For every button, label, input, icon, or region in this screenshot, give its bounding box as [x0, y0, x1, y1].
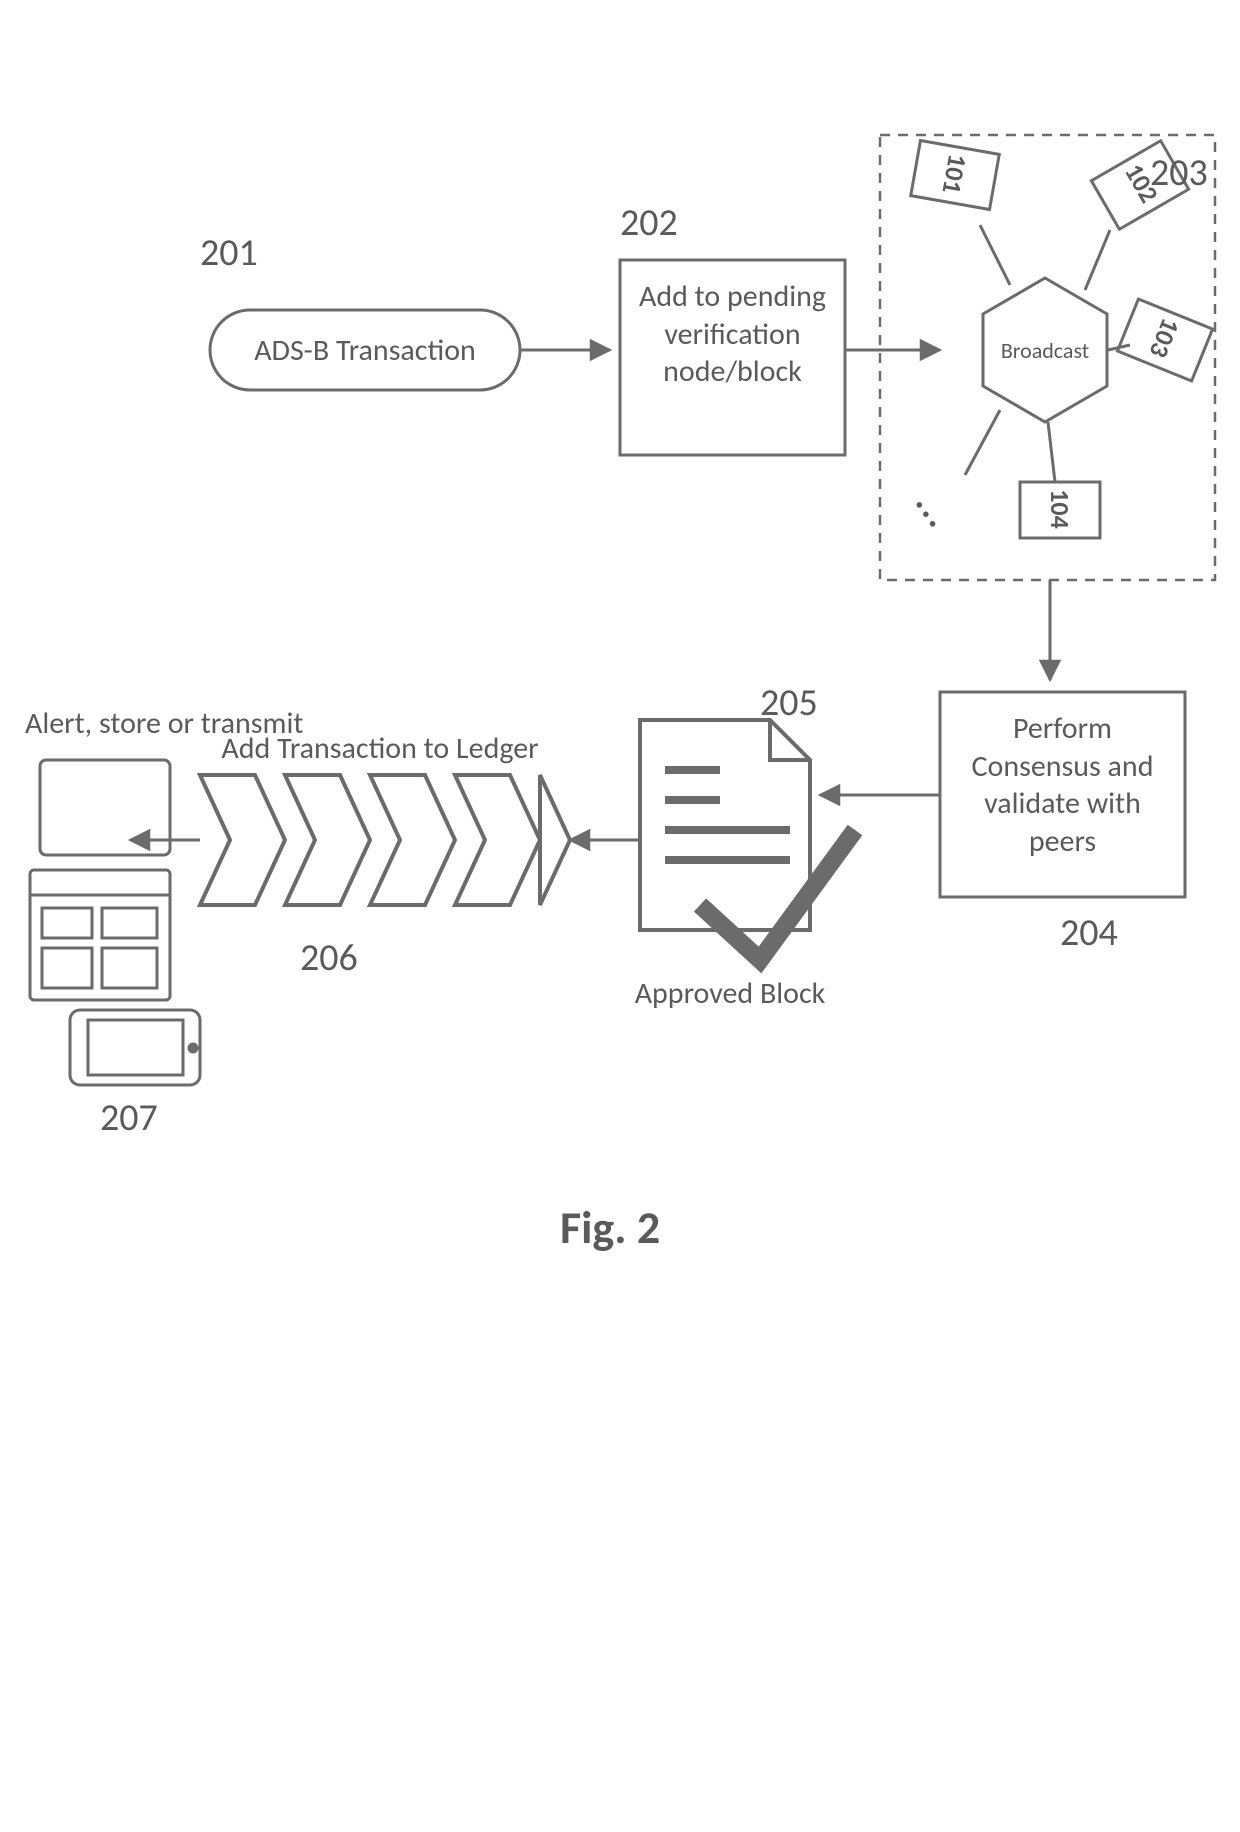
label-204: Perform Consensus and validate with peer…: [950, 710, 1175, 860]
edge-hex-102: [1085, 230, 1110, 290]
ref-207: 207: [100, 1095, 158, 1141]
ref-201: 201: [200, 230, 258, 276]
diagram-canvas: [0, 0, 1240, 1832]
peer-label-101: 101: [936, 152, 974, 197]
ledger-chain-icon: [200, 775, 570, 905]
ref-204: 204: [1060, 910, 1118, 956]
caption-207: Alert, store or transmit: [25, 705, 303, 742]
label-201: ADS-B Transaction: [225, 332, 505, 370]
devices-icon: [30, 760, 200, 1085]
caption-205: Approved Block: [615, 975, 845, 1013]
edge-hex-104: [1048, 422, 1055, 482]
label-broadcast: Broadcast: [995, 337, 1095, 365]
ref-205: 205: [760, 680, 818, 726]
peer-label-104: 104: [1044, 489, 1076, 529]
ref-202: 202: [620, 200, 678, 246]
approved-block-icon: [640, 720, 855, 960]
edge-hex-more: [965, 410, 1000, 475]
edge-hex-101: [980, 225, 1010, 285]
label-202: Add to pending verification node/block: [630, 278, 835, 391]
figure-label: Fig. 2: [560, 1200, 660, 1256]
ref-206: 206: [300, 935, 358, 981]
